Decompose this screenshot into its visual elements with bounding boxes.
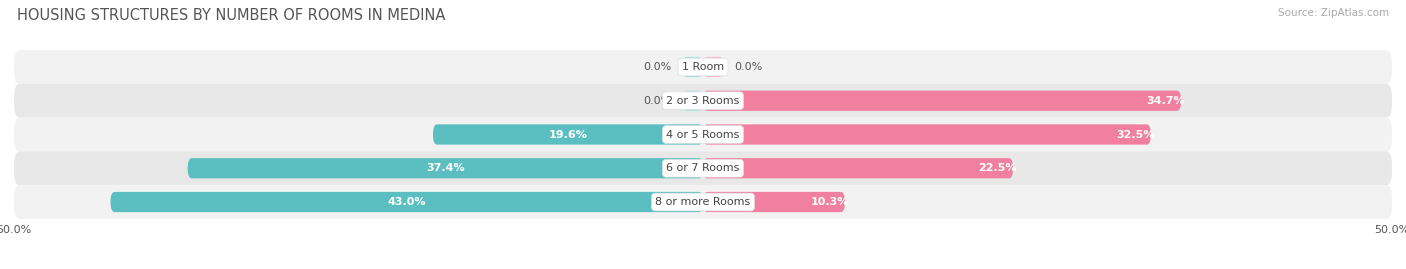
Text: 10.3%: 10.3% bbox=[810, 197, 849, 207]
FancyBboxPatch shape bbox=[703, 124, 1152, 145]
Text: 0.0%: 0.0% bbox=[735, 62, 763, 72]
FancyBboxPatch shape bbox=[703, 91, 1181, 111]
Text: 34.7%: 34.7% bbox=[1147, 96, 1185, 106]
FancyBboxPatch shape bbox=[111, 192, 703, 212]
Text: 32.5%: 32.5% bbox=[1116, 129, 1154, 140]
FancyBboxPatch shape bbox=[14, 84, 1392, 118]
Text: 4 or 5 Rooms: 4 or 5 Rooms bbox=[666, 129, 740, 140]
FancyBboxPatch shape bbox=[14, 50, 1392, 84]
Text: 0.0%: 0.0% bbox=[643, 62, 671, 72]
FancyBboxPatch shape bbox=[682, 57, 703, 77]
FancyBboxPatch shape bbox=[703, 158, 1012, 178]
FancyBboxPatch shape bbox=[187, 158, 703, 178]
FancyBboxPatch shape bbox=[14, 185, 1392, 219]
FancyBboxPatch shape bbox=[14, 118, 1392, 151]
Text: 1 Room: 1 Room bbox=[682, 62, 724, 72]
Text: 19.6%: 19.6% bbox=[548, 129, 588, 140]
FancyBboxPatch shape bbox=[14, 151, 1392, 185]
FancyBboxPatch shape bbox=[703, 57, 724, 77]
Text: 6 or 7 Rooms: 6 or 7 Rooms bbox=[666, 163, 740, 173]
Text: HOUSING STRUCTURES BY NUMBER OF ROOMS IN MEDINA: HOUSING STRUCTURES BY NUMBER OF ROOMS IN… bbox=[17, 8, 446, 23]
Text: 0.0%: 0.0% bbox=[643, 96, 671, 106]
Text: 2 or 3 Rooms: 2 or 3 Rooms bbox=[666, 96, 740, 106]
FancyBboxPatch shape bbox=[703, 192, 845, 212]
Text: Source: ZipAtlas.com: Source: ZipAtlas.com bbox=[1278, 8, 1389, 18]
FancyBboxPatch shape bbox=[433, 124, 703, 145]
Text: 22.5%: 22.5% bbox=[979, 163, 1017, 173]
Text: 43.0%: 43.0% bbox=[388, 197, 426, 207]
Text: 37.4%: 37.4% bbox=[426, 163, 464, 173]
Text: 8 or more Rooms: 8 or more Rooms bbox=[655, 197, 751, 207]
FancyBboxPatch shape bbox=[682, 91, 703, 111]
